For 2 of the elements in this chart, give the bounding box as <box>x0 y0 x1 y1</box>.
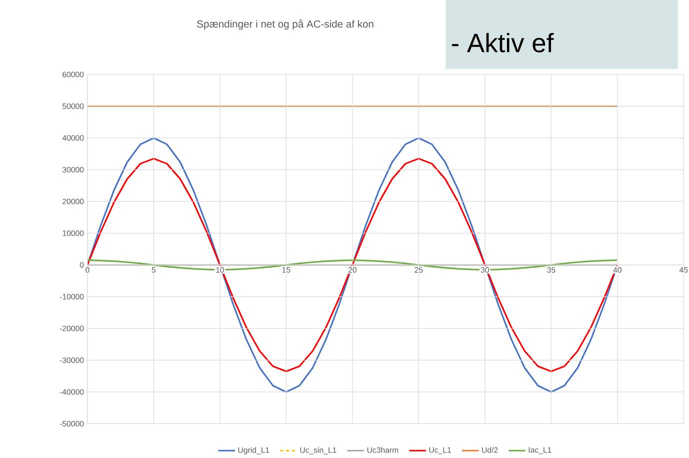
chart-title: Spændinger i net og på AC-side af kon <box>197 19 374 30</box>
text: - Aktiv ef <box>452 32 554 52</box>
